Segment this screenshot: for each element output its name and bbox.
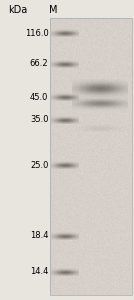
Text: kDa: kDa [8, 5, 27, 15]
Text: 18.4: 18.4 [30, 232, 49, 241]
Text: 35.0: 35.0 [30, 116, 49, 124]
Text: 14.4: 14.4 [30, 268, 49, 277]
Bar [50, 18, 132, 295]
Text: 116.0: 116.0 [25, 28, 49, 38]
Text: 66.2: 66.2 [30, 59, 49, 68]
Text: M: M [49, 5, 57, 15]
Text: 25.0: 25.0 [30, 160, 49, 169]
Text: 45.0: 45.0 [30, 92, 49, 101]
